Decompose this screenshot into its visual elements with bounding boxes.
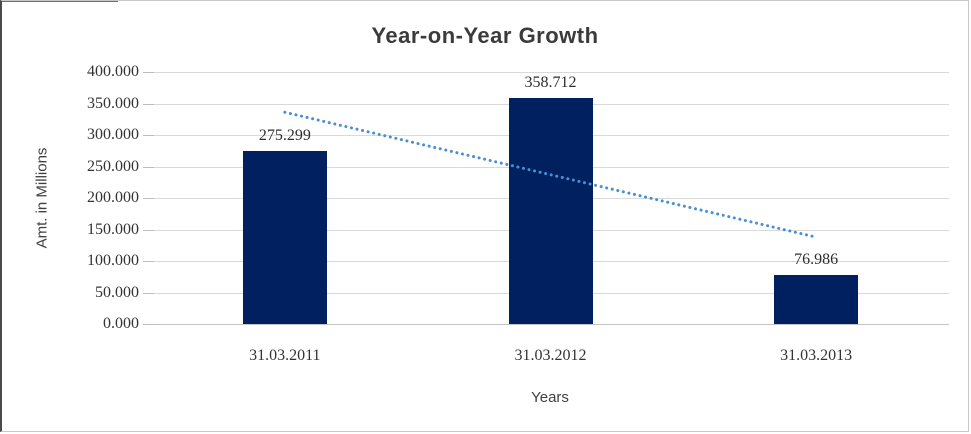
y-tick-mark: [143, 293, 154, 294]
y-tick-mark: [143, 198, 154, 199]
y-tick-label: 100.000: [87, 252, 139, 269]
x-axis-line: [152, 324, 949, 325]
y-tick-mark: [143, 324, 154, 325]
y-tick-label: 150.000: [87, 221, 139, 238]
y-tick-label: 0.000: [103, 315, 139, 332]
y-tick-label: 300.000: [87, 126, 139, 143]
bar: [242, 150, 327, 324]
x-tick-label: 31.03.2012: [514, 347, 587, 364]
y-tick-mark: [143, 261, 154, 262]
y-tick-mark: [143, 104, 154, 105]
bar-data-label: 76.986: [794, 251, 839, 269]
y-tick-label: 50.000: [95, 284, 139, 301]
x-tick-label: 31.03.2011: [249, 347, 321, 364]
bar-data-label: 358.712: [524, 74, 577, 91]
chart-title: Year-on-Year Growth: [371, 23, 599, 48]
gridline: [152, 72, 949, 73]
y-tick-mark: [143, 135, 154, 136]
x-tick-label: 31.03.2013: [780, 347, 853, 364]
y-tick-label: 400.000: [87, 63, 139, 80]
y-axis-title: Amt. in Millions: [33, 147, 51, 249]
y-tick-label: 250.000: [87, 158, 139, 175]
y-tick-mark: [143, 230, 154, 231]
bar: [508, 98, 593, 324]
y-tick-label: 350.000: [87, 95, 139, 112]
y-tick-mark: [143, 167, 154, 168]
x-axis-title: Years: [531, 389, 569, 406]
y-tick-mark: [143, 72, 154, 73]
frame-top-edge: [2, 1, 118, 2]
bar: [774, 275, 859, 324]
bar-data-label: 275.299: [258, 126, 311, 144]
y-tick-label: 200.000: [87, 189, 139, 206]
